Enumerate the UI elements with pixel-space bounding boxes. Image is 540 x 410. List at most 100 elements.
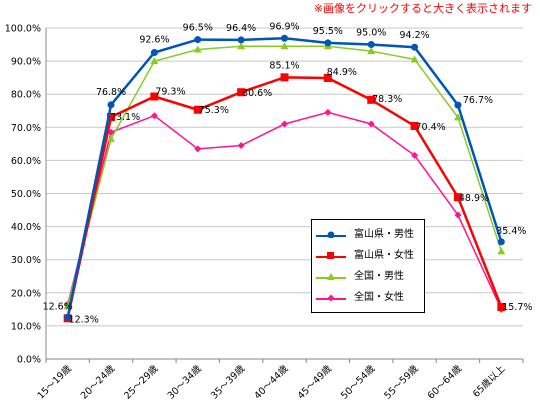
point — [327, 231, 334, 238]
y-tick-label: 90.0% — [11, 57, 41, 68]
point — [497, 247, 506, 255]
series-line — [66, 111, 502, 310]
data-label: 12.3% — [69, 314, 99, 325]
legend-label: 全国・女性 — [354, 292, 404, 303]
series-lines — [63, 34, 506, 323]
point — [64, 313, 72, 321]
point — [367, 120, 375, 128]
point — [411, 43, 419, 51]
legend-item: 富山県・女性 — [312, 249, 424, 263]
data-label: 96.5% — [183, 23, 213, 34]
axes: 0.0% 10.0% 20.0% 30.0% 40.0% 50.0% 60.0% 70.0% 8… — [5, 24, 524, 402]
data-label: 94.2% — [399, 30, 429, 41]
point — [107, 134, 116, 142]
point — [367, 41, 375, 49]
data-label: 76.8% — [96, 87, 126, 98]
y-tick-label: 0.0% — [17, 355, 41, 366]
legend-marker — [327, 231, 334, 238]
y-tick-label: 50.0% — [11, 189, 41, 200]
point — [150, 112, 158, 120]
data-label: 70.4% — [415, 122, 445, 133]
data-label: 48.9% — [459, 193, 489, 204]
point — [327, 294, 334, 301]
legend-item: 全国・女性 — [312, 291, 424, 305]
point — [454, 211, 462, 219]
legend-item: 富山県・男性 — [312, 228, 424, 242]
legend-marker — [327, 294, 334, 301]
y-tick-label: 10.0% — [11, 321, 41, 332]
y-tick-label: 100.0% — [5, 24, 41, 35]
point — [497, 303, 506, 312]
x-tick-label: 60～64歳 — [425, 362, 464, 401]
point — [327, 273, 334, 280]
point — [237, 36, 245, 44]
x-tick-label: 20～24歳 — [78, 362, 117, 401]
click-to-enlarge-note: ※画像をクリックすると大きく表示されます — [313, 2, 532, 15]
data-label: 35.4% — [496, 226, 526, 237]
data-label: 95.0% — [356, 28, 386, 39]
y-tick-label: 20.0% — [11, 288, 41, 299]
point — [327, 252, 334, 259]
point — [194, 36, 202, 44]
point — [193, 45, 202, 53]
point — [454, 101, 462, 109]
data-label: 80.6% — [242, 88, 272, 99]
data-label: 79.3% — [155, 87, 185, 98]
point — [281, 34, 288, 42]
point — [107, 113, 116, 122]
legend-marker — [327, 252, 334, 259]
gridlines — [46, 27, 523, 327]
data-label: 92.6% — [139, 34, 169, 45]
legend-marker — [327, 273, 334, 280]
point — [497, 238, 505, 246]
point — [150, 57, 159, 65]
point — [367, 95, 376, 104]
point — [324, 108, 332, 116]
x-tick-label: 55～59歳 — [382, 362, 421, 401]
point — [323, 73, 332, 82]
point — [367, 47, 376, 55]
x-tick-label: 15～19歳 — [35, 362, 74, 401]
point — [237, 88, 246, 97]
data-label: 84.9% — [327, 67, 357, 78]
x-tick-label: 45～49歳 — [295, 362, 334, 401]
point — [193, 105, 202, 114]
data-label: 96.4% — [226, 23, 256, 34]
point — [150, 48, 158, 56]
point — [194, 145, 202, 153]
y-tick-label: 60.0% — [11, 156, 41, 167]
data-label: 75.3% — [199, 105, 229, 116]
point — [410, 55, 419, 63]
point — [281, 120, 288, 128]
point — [150, 92, 159, 101]
point — [324, 39, 332, 47]
y-tick-label: 30.0% — [11, 255, 41, 266]
point — [237, 42, 246, 50]
point — [237, 142, 245, 150]
legend-label: 富山県・女性 — [354, 250, 414, 261]
x-tick-label: 30～34歳 — [165, 362, 204, 401]
legend-label: 全国・男性 — [354, 271, 404, 282]
data-label: 78.3% — [372, 94, 402, 105]
legend-label: 富山県・男性 — [354, 229, 414, 240]
point — [410, 121, 419, 130]
x-tick-label: 65歳以上 — [470, 362, 508, 400]
data-label: 85.1% — [269, 60, 299, 71]
point — [280, 73, 289, 82]
data-label: 76.7% — [463, 95, 493, 106]
data-label: 73.1% — [110, 112, 140, 123]
data-label: 95.5% — [313, 26, 343, 37]
y-tick-label: 80.0% — [11, 90, 41, 101]
x-tick-label: 35～39歳 — [208, 362, 247, 401]
x-tick-label: 40～44歳 — [252, 362, 291, 401]
point — [280, 42, 289, 50]
data-label: 15.7% — [502, 302, 532, 313]
legend-item: 全国・男性 — [312, 270, 424, 284]
point — [107, 101, 115, 109]
x-tick-label: 25～29歳 — [122, 362, 161, 401]
y-tick-label: 70.0% — [11, 123, 41, 134]
series-line — [66, 45, 503, 307]
point — [411, 151, 419, 159]
legend: 富山県・男性 富山県・女性 全国・男性全国・女性 — [311, 219, 425, 313]
